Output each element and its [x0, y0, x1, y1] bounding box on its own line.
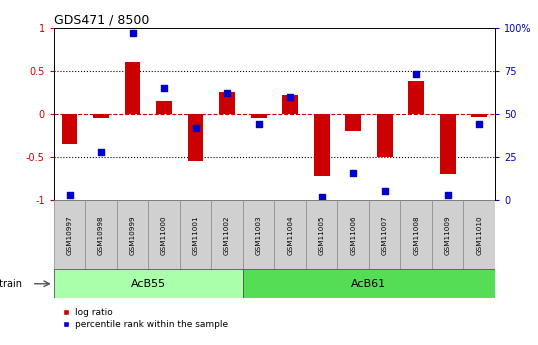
Point: [128, 30, 137, 36]
Text: GSM11008: GSM11008: [413, 216, 419, 255]
Text: AcB55: AcB55: [131, 279, 166, 289]
Bar: [54, 269, 243, 298]
Point: [286, 94, 294, 99]
Text: GSM11002: GSM11002: [224, 216, 230, 255]
Bar: [188, 114, 203, 161]
Bar: [314, 114, 329, 176]
Bar: [220, 92, 235, 114]
Bar: [93, 114, 109, 118]
Bar: [282, 95, 298, 114]
Point: [160, 85, 168, 91]
Text: GSM11006: GSM11006: [350, 216, 356, 255]
Bar: [337, 200, 369, 271]
Bar: [408, 81, 424, 114]
Point: [349, 170, 357, 175]
Bar: [54, 200, 86, 271]
Text: GSM11000: GSM11000: [161, 216, 167, 255]
Bar: [243, 200, 274, 271]
Text: GSM11010: GSM11010: [476, 216, 482, 255]
Text: GSM10997: GSM10997: [67, 216, 73, 255]
Point: [317, 194, 326, 199]
Point: [97, 149, 105, 155]
Text: GDS471 / 8500: GDS471 / 8500: [54, 13, 149, 27]
Bar: [117, 200, 148, 271]
Text: GSM11007: GSM11007: [381, 216, 388, 255]
Text: AcB61: AcB61: [351, 279, 386, 289]
Bar: [251, 114, 266, 118]
Bar: [369, 200, 400, 271]
Text: GSM10998: GSM10998: [98, 216, 104, 255]
Bar: [180, 200, 211, 271]
Point: [443, 192, 452, 198]
Bar: [274, 200, 306, 271]
Bar: [148, 200, 180, 271]
Point: [254, 121, 263, 127]
Bar: [463, 200, 495, 271]
Bar: [156, 101, 172, 114]
Bar: [432, 200, 463, 271]
Text: GSM11004: GSM11004: [287, 216, 293, 255]
Bar: [86, 200, 117, 271]
Point: [475, 121, 484, 127]
Bar: [377, 114, 393, 157]
Bar: [243, 269, 495, 298]
Point: [412, 71, 421, 77]
Text: GSM11009: GSM11009: [445, 216, 451, 255]
Point: [223, 90, 231, 96]
Text: GSM11001: GSM11001: [193, 216, 199, 255]
Bar: [400, 200, 432, 271]
Point: [65, 192, 74, 198]
Text: GSM11003: GSM11003: [256, 216, 261, 255]
Bar: [471, 114, 487, 117]
Bar: [125, 62, 140, 114]
Text: GSM11005: GSM11005: [318, 216, 324, 255]
Bar: [62, 114, 77, 144]
Legend: log ratio, percentile rank within the sample: log ratio, percentile rank within the sa…: [58, 305, 231, 333]
Bar: [211, 200, 243, 271]
Point: [192, 125, 200, 130]
Bar: [306, 200, 337, 271]
Bar: [440, 114, 456, 174]
Bar: [345, 114, 361, 131]
Text: strain: strain: [0, 279, 22, 289]
Text: GSM10999: GSM10999: [130, 216, 136, 255]
Point: [380, 189, 389, 194]
